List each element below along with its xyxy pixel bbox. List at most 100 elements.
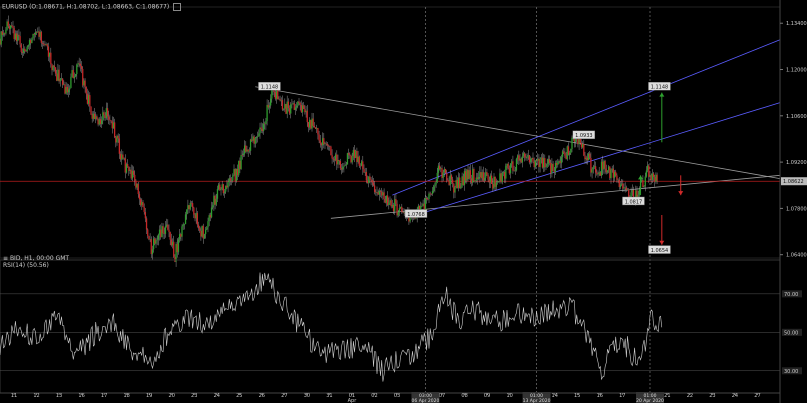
candle[interactable] [186,209,188,220]
candle[interactable] [64,81,66,95]
candle[interactable] [547,155,550,167]
candle[interactable] [136,183,138,191]
candle[interactable] [516,154,519,165]
candle[interactable] [645,166,648,178]
candle[interactable] [512,155,514,174]
candle[interactable] [89,92,91,112]
candle[interactable] [591,167,593,179]
candle[interactable] [583,139,585,157]
candle[interactable] [317,127,319,140]
candle[interactable] [362,155,364,175]
candle[interactable] [600,159,603,179]
candle[interactable] [305,106,307,118]
candle[interactable] [149,233,151,243]
candle[interactable] [24,46,26,55]
candle[interactable] [370,177,372,186]
candle[interactable] [352,147,355,161]
candle[interactable] [57,63,59,82]
candle[interactable] [545,163,547,170]
candle[interactable] [54,67,57,77]
candle[interactable] [386,191,389,207]
candle[interactable] [73,72,76,83]
candle[interactable] [507,161,509,170]
candle[interactable] [389,196,391,206]
candle[interactable] [295,102,298,112]
candle[interactable] [118,133,121,159]
candle[interactable] [347,148,350,160]
candle[interactable] [161,222,163,238]
candle[interactable] [594,161,597,178]
candle[interactable] [460,183,462,190]
candle[interactable] [490,170,493,185]
candle[interactable] [306,104,308,127]
candle[interactable] [292,101,294,105]
candle[interactable] [210,201,213,219]
price-tag[interactable] [404,209,428,218]
candle[interactable] [154,237,156,246]
trendline[interactable] [255,86,781,180]
candle[interactable] [441,165,443,183]
candle[interactable] [105,102,108,120]
candle[interactable] [209,212,212,222]
candle[interactable] [27,44,30,50]
candle[interactable] [649,173,651,181]
candle[interactable] [403,208,405,216]
candle[interactable] [70,73,72,89]
candle[interactable] [58,65,60,84]
candle[interactable] [284,98,286,112]
candle[interactable] [163,227,165,239]
candle[interactable] [596,169,598,176]
candle[interactable] [466,168,468,184]
candle[interactable] [534,160,537,169]
candle[interactable] [333,155,336,166]
candle[interactable] [578,137,580,151]
candle[interactable] [303,101,305,110]
candle[interactable] [2,29,5,37]
candle[interactable] [190,201,193,207]
candle[interactable] [175,241,177,267]
candle[interactable] [293,100,295,111]
candle[interactable] [308,117,311,131]
candle[interactable] [392,202,395,215]
candle[interactable] [90,106,92,116]
candle[interactable] [301,102,304,117]
candle[interactable] [249,138,252,156]
candle[interactable] [157,233,160,246]
candle[interactable] [304,104,306,115]
candle[interactable] [242,148,245,158]
candle[interactable] [384,195,386,204]
candle[interactable] [496,180,499,185]
candle[interactable] [56,69,58,82]
candle[interactable] [553,167,555,179]
candle[interactable] [563,147,565,155]
candle[interactable] [473,167,475,183]
candle[interactable] [173,235,175,258]
candle[interactable] [379,189,382,198]
candle[interactable] [299,101,301,111]
candle[interactable] [457,172,460,192]
candle[interactable] [604,159,606,175]
candle[interactable] [368,176,370,188]
candle[interactable] [519,154,521,165]
candle[interactable] [279,95,281,102]
candle[interactable] [437,162,440,179]
candle[interactable] [37,27,39,33]
candle[interactable] [344,161,346,167]
candle[interactable] [219,182,221,191]
candle[interactable] [191,200,194,212]
candle[interactable] [338,159,340,165]
candle[interactable] [422,199,424,207]
candle[interactable] [236,164,239,181]
candle[interactable] [511,159,513,168]
candle[interactable] [176,238,178,258]
candle[interactable] [342,163,344,173]
candle[interactable] [177,237,180,255]
candle[interactable] [372,177,375,187]
candle[interactable] [311,112,313,132]
candle[interactable] [34,29,37,38]
candle[interactable] [145,216,148,235]
candle[interactable] [448,176,450,186]
candle[interactable] [193,206,195,219]
candle[interactable] [310,119,312,130]
candle[interactable] [336,150,338,170]
